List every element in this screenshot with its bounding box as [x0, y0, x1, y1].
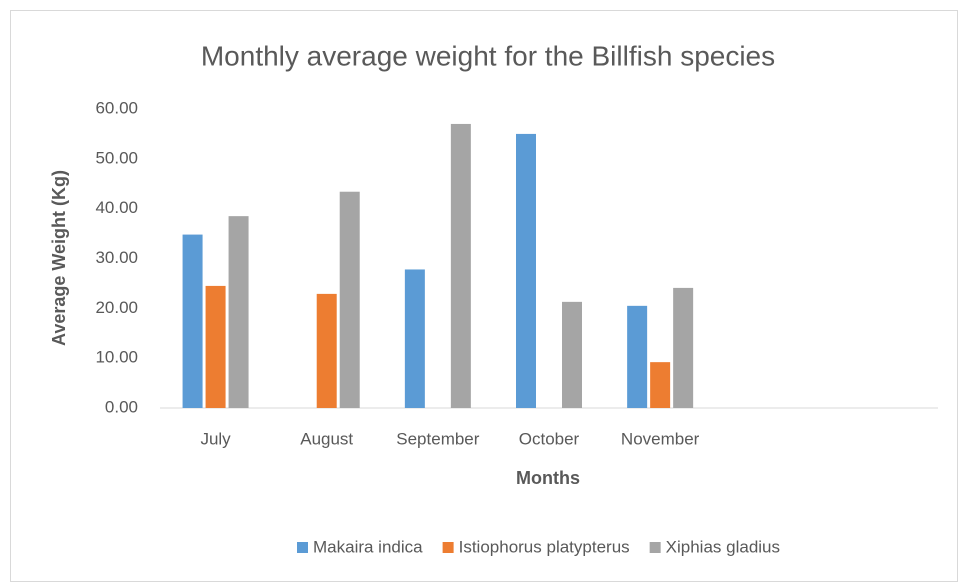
y-tick-label: 30.00	[95, 248, 138, 267]
legend-label: Makaira indica	[313, 537, 423, 556]
bar	[228, 216, 249, 408]
x-tick-label: July	[200, 429, 231, 448]
bar	[316, 293, 337, 408]
legend-swatch	[297, 542, 308, 553]
y-tick-label: 50.00	[95, 148, 138, 167]
chart-frame	[10, 10, 958, 582]
y-tick-label: 60.00	[95, 98, 138, 117]
legend-label: Xiphias gladius	[666, 537, 780, 556]
bar	[650, 362, 671, 408]
x-tick-label: November	[621, 429, 700, 448]
x-axis-title: Months	[516, 468, 580, 488]
legend-label: Istiophorus platypterus	[459, 537, 630, 556]
x-tick-label: September	[396, 429, 479, 448]
y-tick-label: 40.00	[95, 198, 138, 217]
y-tick-label: 0.00	[105, 397, 138, 416]
bar	[205, 285, 226, 408]
legend-swatch	[649, 542, 661, 553]
bar	[627, 305, 648, 408]
bar	[339, 191, 360, 408]
y-axis-title: Average Weight (Kg)	[49, 170, 69, 346]
bar	[450, 123, 471, 408]
bar	[404, 269, 425, 408]
x-tick-label: October	[519, 429, 580, 448]
x-tick-label: August	[300, 429, 353, 448]
bar	[562, 301, 582, 408]
bar	[516, 133, 536, 408]
bar	[182, 234, 203, 408]
y-tick-label: 10.00	[95, 348, 138, 367]
legend-swatch	[442, 542, 454, 553]
bar	[673, 287, 694, 408]
chart-title: Monthly average weight for the Billfish …	[201, 40, 775, 71]
y-tick-label: 20.00	[95, 298, 138, 317]
